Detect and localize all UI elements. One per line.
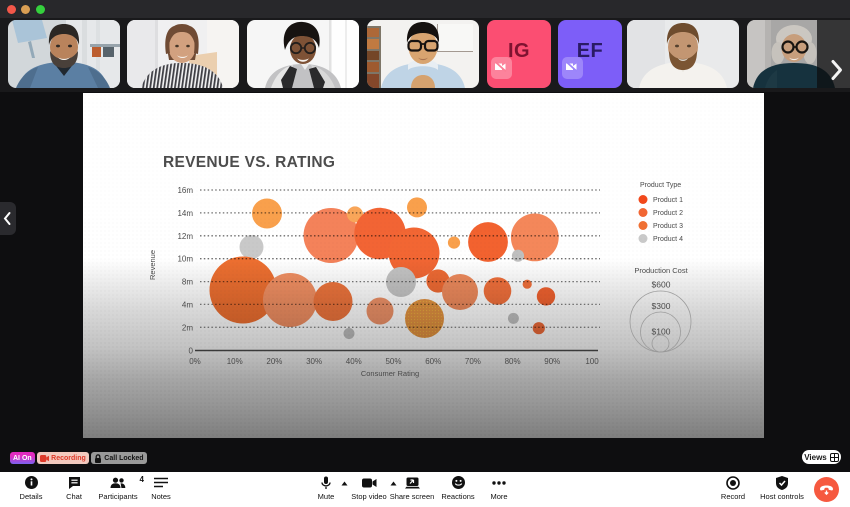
svg-text:30%: 30% bbox=[306, 357, 322, 366]
svg-text:80%: 80% bbox=[505, 357, 521, 366]
svg-text:40%: 40% bbox=[346, 357, 362, 366]
svg-text:10%: 10% bbox=[227, 357, 243, 366]
svg-text:Product 2: Product 2 bbox=[653, 210, 683, 217]
svg-text:8m: 8m bbox=[182, 278, 193, 287]
svg-text:Revenue: Revenue bbox=[148, 250, 157, 280]
svg-text:Product 3: Product 3 bbox=[653, 223, 683, 230]
svg-text:Product 1: Product 1 bbox=[653, 197, 683, 204]
svg-text:4m: 4m bbox=[182, 300, 193, 309]
svg-text:2m: 2m bbox=[182, 323, 193, 332]
svg-text:Consumer Rating: Consumer Rating bbox=[361, 369, 419, 378]
svg-text:$300: $300 bbox=[652, 301, 671, 311]
svg-text:14m: 14m bbox=[177, 209, 193, 218]
svg-text:20%: 20% bbox=[266, 357, 282, 366]
svg-text:0%: 0% bbox=[189, 357, 201, 366]
svg-text:70%: 70% bbox=[465, 357, 481, 366]
svg-text:$100: $100 bbox=[652, 327, 671, 337]
svg-text:16m: 16m bbox=[177, 186, 193, 195]
svg-text:90%: 90% bbox=[544, 357, 560, 366]
svg-text:$600: $600 bbox=[652, 280, 671, 290]
svg-text:Production Cost: Production Cost bbox=[634, 266, 688, 275]
svg-text:REVENUE VS. RATING: REVENUE VS. RATING bbox=[163, 154, 335, 171]
svg-text:Product 4: Product 4 bbox=[653, 236, 683, 243]
svg-text:12m: 12m bbox=[177, 232, 193, 241]
svg-text:50%: 50% bbox=[385, 357, 401, 366]
svg-text:10m: 10m bbox=[177, 255, 193, 264]
svg-text:0: 0 bbox=[189, 346, 194, 355]
svg-text:Product Type: Product Type bbox=[640, 182, 681, 189]
svg-text:100: 100 bbox=[585, 357, 599, 366]
svg-text:60%: 60% bbox=[425, 357, 441, 366]
